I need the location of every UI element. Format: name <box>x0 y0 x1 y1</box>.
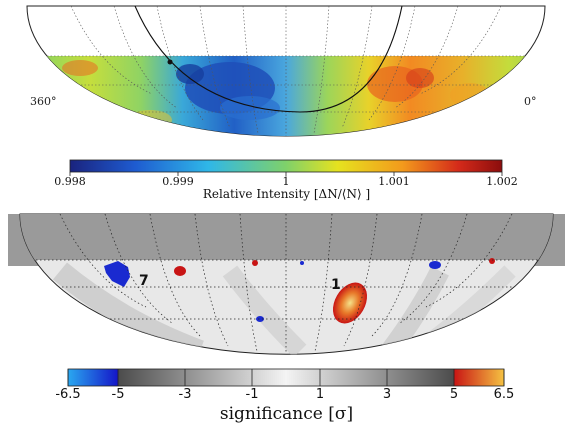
significance-skymap <box>8 213 565 387</box>
significance-tick-label: 3 <box>382 387 392 402</box>
longitude-label-right: 0° <box>524 95 537 108</box>
intensity-tick-label: 0.998 <box>54 175 86 188</box>
significance-colorbar <box>67 368 505 387</box>
region-label-7: 7 <box>139 273 149 289</box>
intensity-tick-label: 0.999 <box>162 175 194 188</box>
galactic-center-marker <box>167 59 173 65</box>
significance-tick-label: -6.5 <box>55 387 81 402</box>
intensity-colorbar <box>69 159 503 173</box>
significance-tick-label: 5 <box>449 387 459 402</box>
significance-tick-label: -1 <box>245 387 259 402</box>
significance-tick-label: -5 <box>111 387 125 402</box>
intensity-tick-label: 1 <box>282 175 290 188</box>
intensity-tick-label: 1.002 <box>486 175 518 188</box>
significance-graticule <box>20 214 553 354</box>
region-label-1: 1 <box>331 277 341 293</box>
significance-tick-label: 6.5 <box>493 387 515 402</box>
intensity-colorbar-title: Relative Intensity [ΔN/⟨N⟩ ] <box>202 187 371 201</box>
region-7-deficit <box>104 261 130 287</box>
longitude-label-left: 360° <box>30 95 57 108</box>
significance-panel: 7 1 -6.5 -5 -3 -1 1 3 5 6.5 significance… <box>0 211 573 436</box>
significance-tick-label: -3 <box>178 387 192 402</box>
relative-intensity-panel: 360° 0° 0.998 0.999 1 1.001 1.002 Relati… <box>0 0 573 205</box>
intensity-tick-label: 1.001 <box>378 175 410 188</box>
significance-colorbar-title: significance [σ] <box>219 404 354 424</box>
intensity-colorbar-ticks <box>69 172 503 176</box>
significance-tick-label: 1 <box>315 387 325 402</box>
significance-colorbar-ticks <box>67 369 505 386</box>
galactic-plane-line <box>134 5 403 113</box>
graticule-grid <box>40 6 532 136</box>
relative-intensity-skymap <box>26 5 546 176</box>
region-1-excess <box>332 282 368 324</box>
